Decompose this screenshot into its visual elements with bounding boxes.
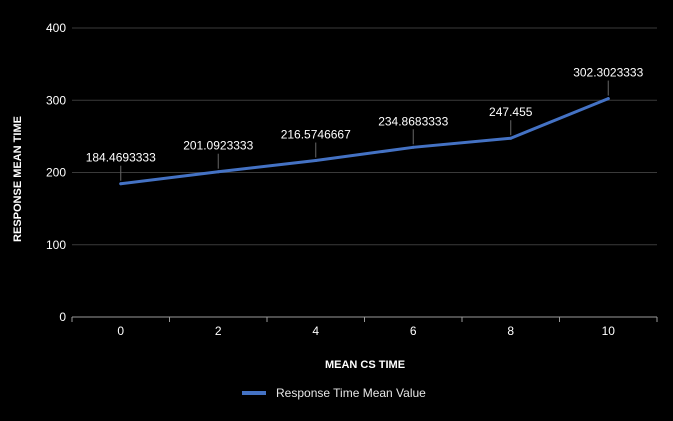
x-tick-label: 4 bbox=[312, 324, 319, 338]
data-labels: 184.4693333 201.0923333 216.5746667 234.868… bbox=[86, 66, 644, 181]
y-axis-label: RESPONSE MEAN TIME bbox=[12, 116, 24, 242]
y-tick-label: 100 bbox=[46, 238, 66, 252]
x-tick-label: 2 bbox=[215, 324, 222, 338]
legend: Response Time Mean Value bbox=[242, 386, 426, 400]
data-point bbox=[119, 182, 123, 186]
y-tick-label: 400 bbox=[46, 21, 66, 35]
data-point bbox=[216, 170, 220, 174]
data-label: 184.4693333 bbox=[86, 151, 156, 165]
data-label: 201.0923333 bbox=[183, 139, 253, 153]
y-tick-label: 0 bbox=[59, 310, 66, 324]
data-point bbox=[314, 159, 318, 163]
data-point bbox=[606, 97, 610, 101]
data-label: 234.8683333 bbox=[378, 114, 448, 128]
x-tick-label: 8 bbox=[507, 324, 514, 338]
y-axis-ticks: 0 100 200 300 400 bbox=[46, 21, 66, 324]
series-layer bbox=[119, 97, 610, 186]
data-point bbox=[411, 145, 415, 149]
x-axis-label: MEAN CS TIME bbox=[325, 359, 405, 371]
data-label: 247.455 bbox=[489, 105, 533, 119]
data-point bbox=[509, 136, 513, 140]
data-label: 216.5746667 bbox=[281, 128, 351, 142]
x-tick-label: 10 bbox=[602, 324, 616, 338]
data-label: 302.3023333 bbox=[573, 66, 643, 80]
series-line bbox=[119, 97, 610, 186]
x-tick-label: 0 bbox=[117, 324, 124, 338]
gridlines bbox=[72, 27, 657, 318]
y-tick-label: 300 bbox=[46, 93, 66, 107]
legend-label: Response Time Mean Value bbox=[276, 386, 426, 400]
legend-swatch bbox=[242, 391, 266, 395]
x-axis-ticks: 0 2 4 6 8 10 bbox=[71, 317, 658, 338]
y-tick-label: 200 bbox=[46, 166, 66, 180]
x-tick-label: 6 bbox=[410, 324, 417, 338]
